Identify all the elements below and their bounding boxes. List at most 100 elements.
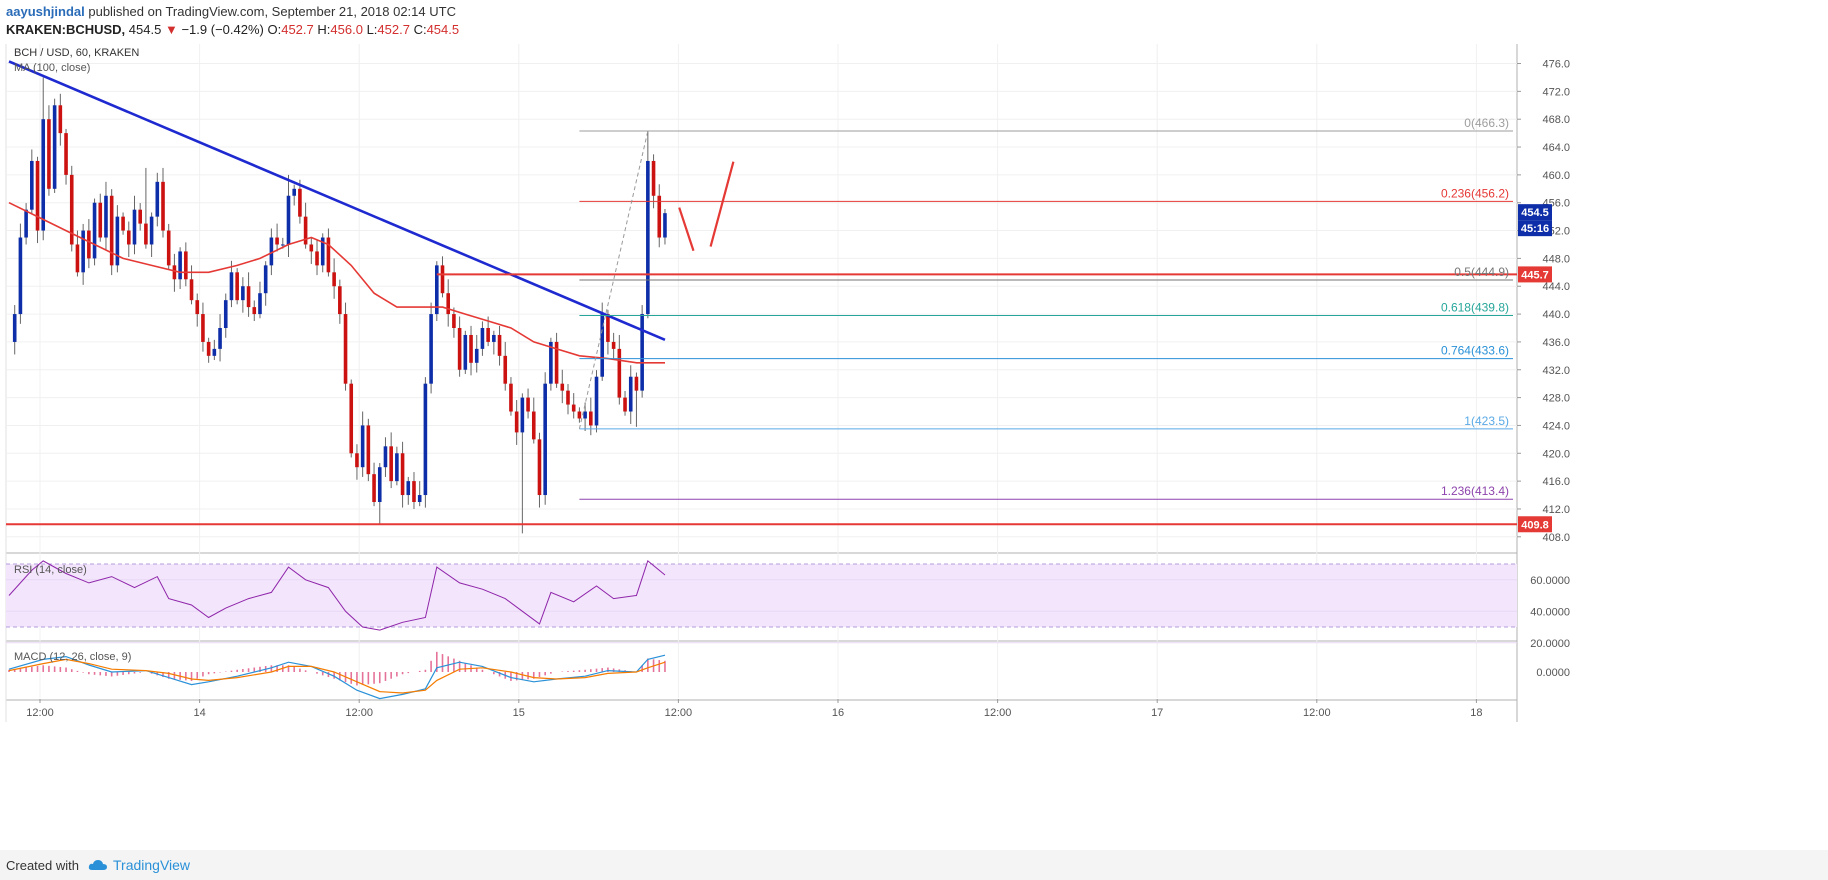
candle-down bbox=[315, 251, 319, 266]
resistance-price-tag bbox=[1518, 266, 1552, 283]
candle-down bbox=[349, 383, 354, 454]
ma-indicator-label: MA (100, close) bbox=[14, 62, 90, 74]
candle-down bbox=[560, 383, 565, 391]
x-axis-label: 12:00 bbox=[665, 707, 693, 719]
candle-down bbox=[617, 348, 622, 398]
candle-up bbox=[383, 446, 388, 468]
candle-up bbox=[640, 314, 644, 391]
candle-down bbox=[98, 202, 103, 238]
candle-down bbox=[634, 376, 639, 391]
candle-down bbox=[514, 411, 519, 433]
candle-down bbox=[338, 286, 342, 315]
candle-down bbox=[526, 397, 530, 412]
candle-down bbox=[64, 133, 68, 175]
candle-up bbox=[663, 213, 667, 238]
candle-up bbox=[218, 328, 222, 349]
y-axis-label: 448.0 bbox=[1542, 253, 1570, 265]
candle-down bbox=[452, 314, 456, 328]
open-value: 452.7 bbox=[281, 22, 314, 37]
low-value: 452.7 bbox=[377, 22, 410, 37]
fib-level-label: 0.618(439.8) bbox=[1441, 300, 1509, 314]
candle-down bbox=[389, 446, 393, 482]
x-axis-label: 17 bbox=[1151, 707, 1163, 719]
y-axis-label: 476.0 bbox=[1542, 59, 1570, 71]
candle-up bbox=[280, 244, 285, 246]
chart-title: BCH / USD, 60, KRAKEN bbox=[14, 47, 139, 59]
candle-down bbox=[47, 119, 51, 189]
rsi-label: RSI (14, close) bbox=[14, 564, 87, 576]
x-axis-label: 12:00 bbox=[1303, 707, 1331, 719]
candle-up bbox=[41, 119, 46, 231]
publish-info: published on TradingView.com, September … bbox=[84, 4, 456, 19]
candle-down bbox=[206, 341, 211, 356]
candle-down bbox=[531, 411, 536, 440]
candle-down bbox=[184, 251, 188, 280]
macd-label: MACD (12, 26, close, 9) bbox=[14, 651, 131, 663]
candle-down bbox=[554, 341, 559, 384]
candle-down bbox=[343, 314, 348, 384]
author-link[interactable]: aayushjindal bbox=[6, 4, 85, 19]
countdown-tag bbox=[1518, 220, 1552, 237]
support-price-label: 409.8 bbox=[1521, 519, 1549, 531]
candle-down bbox=[537, 439, 542, 496]
candle-up bbox=[480, 328, 485, 349]
candle-up bbox=[258, 293, 262, 315]
candle-up bbox=[429, 314, 433, 384]
projection-up-stroke bbox=[709, 161, 735, 247]
rsi-band bbox=[6, 564, 1517, 627]
tradingview-brand[interactable]: TradingView bbox=[113, 857, 191, 873]
candle-up bbox=[52, 105, 57, 189]
down-arrow-icon: ▼ bbox=[164, 22, 178, 37]
candle-up bbox=[223, 300, 228, 328]
candle-down bbox=[623, 397, 627, 412]
candle-up bbox=[543, 383, 547, 496]
y-axis-label: 464.0 bbox=[1542, 142, 1570, 154]
last-price-label: 454.5 bbox=[1521, 207, 1549, 219]
y-axis-label: 408.0 bbox=[1542, 532, 1570, 544]
candle-down bbox=[246, 286, 251, 308]
candle-down bbox=[138, 209, 142, 224]
candle-down bbox=[446, 293, 451, 315]
x-axis-label: 15 bbox=[513, 707, 525, 719]
candle-up bbox=[320, 237, 325, 266]
candle-down bbox=[326, 237, 331, 273]
candle-down bbox=[58, 105, 63, 134]
fib-trend-dashed-line bbox=[578, 130, 649, 430]
y-axis-label: 412.0 bbox=[1542, 504, 1570, 516]
candle-up bbox=[12, 314, 17, 342]
candle-down bbox=[372, 474, 376, 502]
candle-down bbox=[469, 334, 473, 363]
candle-up bbox=[178, 251, 182, 280]
tradingview-cloud-icon bbox=[88, 860, 107, 870]
candle-up bbox=[417, 495, 422, 502]
candle-up bbox=[286, 195, 291, 245]
projection-down-stroke bbox=[678, 207, 695, 252]
x-axis-label: 14 bbox=[193, 707, 205, 719]
candle-up bbox=[600, 314, 605, 377]
y-axis-label: 428.0 bbox=[1542, 393, 1570, 405]
candles-group bbox=[12, 77, 667, 534]
close-label: C: bbox=[413, 22, 427, 37]
symbol-name: KRAKEN:BCHUSD, bbox=[6, 22, 126, 37]
candle-up bbox=[395, 453, 399, 482]
candle-down bbox=[201, 314, 205, 342]
macd-histogram bbox=[8, 651, 666, 686]
symbol-line: KRAKEN:BCHUSD, 454.5 ▼ −1.9 (−0.42%) O:4… bbox=[6, 22, 459, 37]
candle-down bbox=[35, 160, 40, 231]
open-label: O: bbox=[267, 22, 282, 37]
candle-down bbox=[566, 390, 570, 405]
x-axis-label: 12:00 bbox=[345, 707, 373, 719]
candle-up bbox=[377, 467, 382, 502]
y-axis-label: 460.0 bbox=[1542, 170, 1570, 182]
price-chart[interactable]: 12:00 14 12:00 15 12:00 16 12:00 17 12:00 18 408.0… bbox=[0, 44, 1828, 850]
price-change: −1.9 (−0.42%) bbox=[181, 22, 264, 37]
chart-background bbox=[0, 44, 1828, 850]
footer: Created with TradingView bbox=[0, 850, 1828, 880]
candle-up bbox=[132, 209, 137, 245]
candle-up bbox=[81, 230, 85, 273]
candle-down bbox=[69, 174, 74, 245]
y-axis-label: 472.0 bbox=[1542, 86, 1570, 98]
rsi-axis-label: 20.0000 bbox=[1530, 638, 1570, 650]
candle-up bbox=[583, 411, 587, 419]
candle-down bbox=[440, 265, 445, 294]
